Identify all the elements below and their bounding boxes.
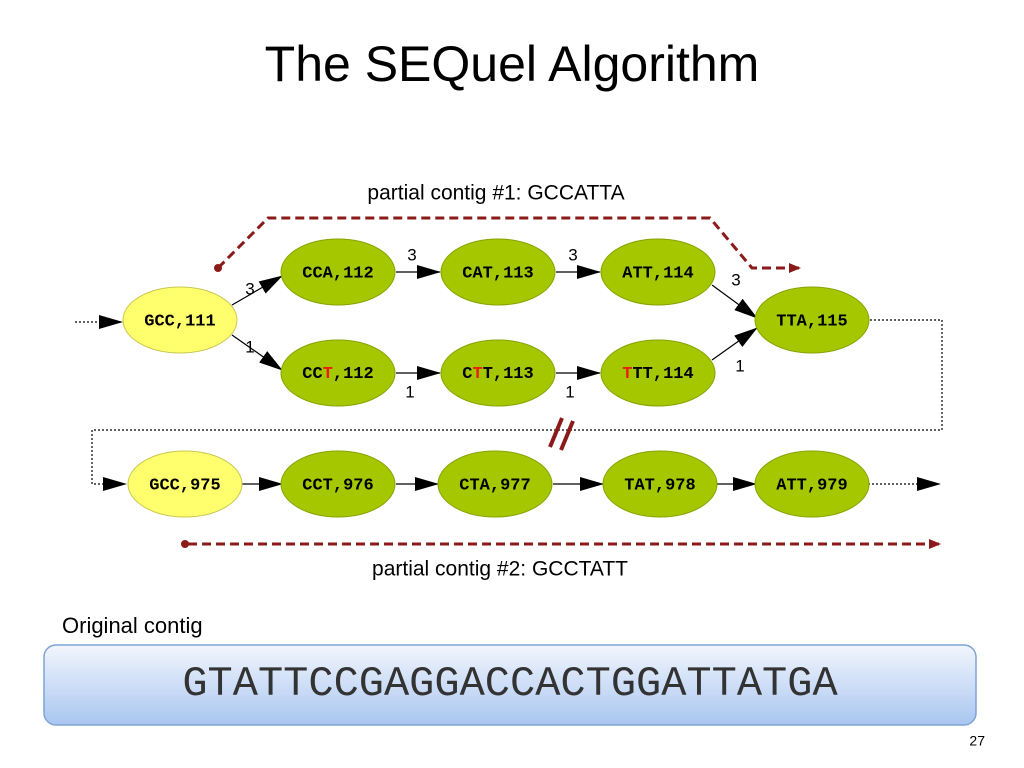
node: GCC,975 bbox=[127, 450, 243, 518]
contig-label: partial contig #1: GCCATTA bbox=[367, 182, 624, 205]
node: CCT,112 bbox=[280, 339, 396, 407]
node-label: CAT,113 bbox=[462, 264, 533, 283]
label-part: CC bbox=[302, 365, 322, 384]
node-shape bbox=[754, 286, 870, 354]
sequence: GTATTCCGAGGACCACTGGATTATGA bbox=[182, 660, 838, 708]
label-part: C bbox=[462, 365, 472, 384]
node-shape bbox=[280, 339, 396, 407]
page-number: 27 bbox=[969, 733, 985, 749]
path-start bbox=[214, 264, 222, 272]
title: The SEQuel Algorithm bbox=[265, 36, 760, 92]
node-label: TTT,114 bbox=[622, 365, 693, 384]
label-part: T bbox=[323, 365, 333, 384]
node-label: CTA,977 bbox=[459, 476, 530, 495]
edge-weight: 3 bbox=[245, 279, 254, 298]
node-label: ATT,114 bbox=[622, 264, 693, 283]
node-shape bbox=[602, 450, 718, 518]
edge-weight: 1 bbox=[245, 337, 254, 356]
node: TTT,114 bbox=[600, 339, 716, 407]
edge-weight: 3 bbox=[731, 270, 740, 289]
node: TTA,115 bbox=[754, 286, 870, 354]
node-shape bbox=[280, 238, 396, 306]
contig-path bbox=[188, 216, 941, 549]
edge-weights: 3 1 3 3 3 1 1 1 bbox=[245, 245, 744, 401]
node-label: CCA,112 bbox=[302, 264, 373, 283]
node-label: CCT,976 bbox=[302, 476, 373, 495]
node-shape bbox=[437, 450, 553, 518]
node-label: TAT,978 bbox=[624, 476, 695, 495]
node-label: CTT,113 bbox=[462, 365, 533, 384]
node-label: GCC,975 bbox=[149, 476, 220, 495]
node: CTT,113 bbox=[440, 339, 556, 407]
label-part: T bbox=[472, 365, 482, 384]
contig-label: partial contig #2: GCCTATT bbox=[372, 558, 628, 581]
node-shape bbox=[122, 286, 238, 354]
node-label: ATT,979 bbox=[776, 476, 847, 495]
edge-weight: 1 bbox=[735, 356, 744, 375]
node-shape bbox=[280, 450, 396, 518]
sequence-box bbox=[43, 644, 977, 726]
node: GCC,111 bbox=[122, 286, 238, 354]
node-label: CCT,112 bbox=[302, 365, 373, 384]
edge-weight: 1 bbox=[565, 382, 574, 401]
node-shape bbox=[600, 238, 716, 306]
node-shape bbox=[127, 450, 243, 518]
label-part: T bbox=[622, 365, 632, 384]
node-shape bbox=[600, 339, 716, 407]
label-part: ,112 bbox=[333, 365, 374, 384]
node: CCT,976 bbox=[280, 450, 396, 518]
break-mark bbox=[548, 417, 575, 451]
node: ATT,979 bbox=[754, 450, 870, 518]
node-shape bbox=[440, 339, 556, 407]
node: CCA,112 bbox=[280, 238, 396, 306]
edge-weight: 3 bbox=[407, 245, 416, 264]
node: CTA,977 bbox=[437, 450, 553, 518]
label-part: TT,114 bbox=[632, 365, 693, 384]
edge-weight: 1 bbox=[405, 382, 414, 401]
node-shape bbox=[754, 450, 870, 518]
node-label: TTA,115 bbox=[776, 312, 847, 331]
path-start bbox=[181, 540, 189, 548]
node-shape bbox=[440, 238, 556, 306]
original-label: Original contig bbox=[62, 613, 203, 638]
node: TAT,978 bbox=[602, 450, 718, 518]
edge-weight: 3 bbox=[568, 245, 577, 264]
label-part: T,113 bbox=[483, 365, 534, 384]
node-label: GCC,111 bbox=[144, 312, 215, 331]
node: ATT,114 bbox=[600, 238, 716, 306]
edges bbox=[75, 265, 943, 491]
node: CAT,113 bbox=[440, 238, 556, 306]
